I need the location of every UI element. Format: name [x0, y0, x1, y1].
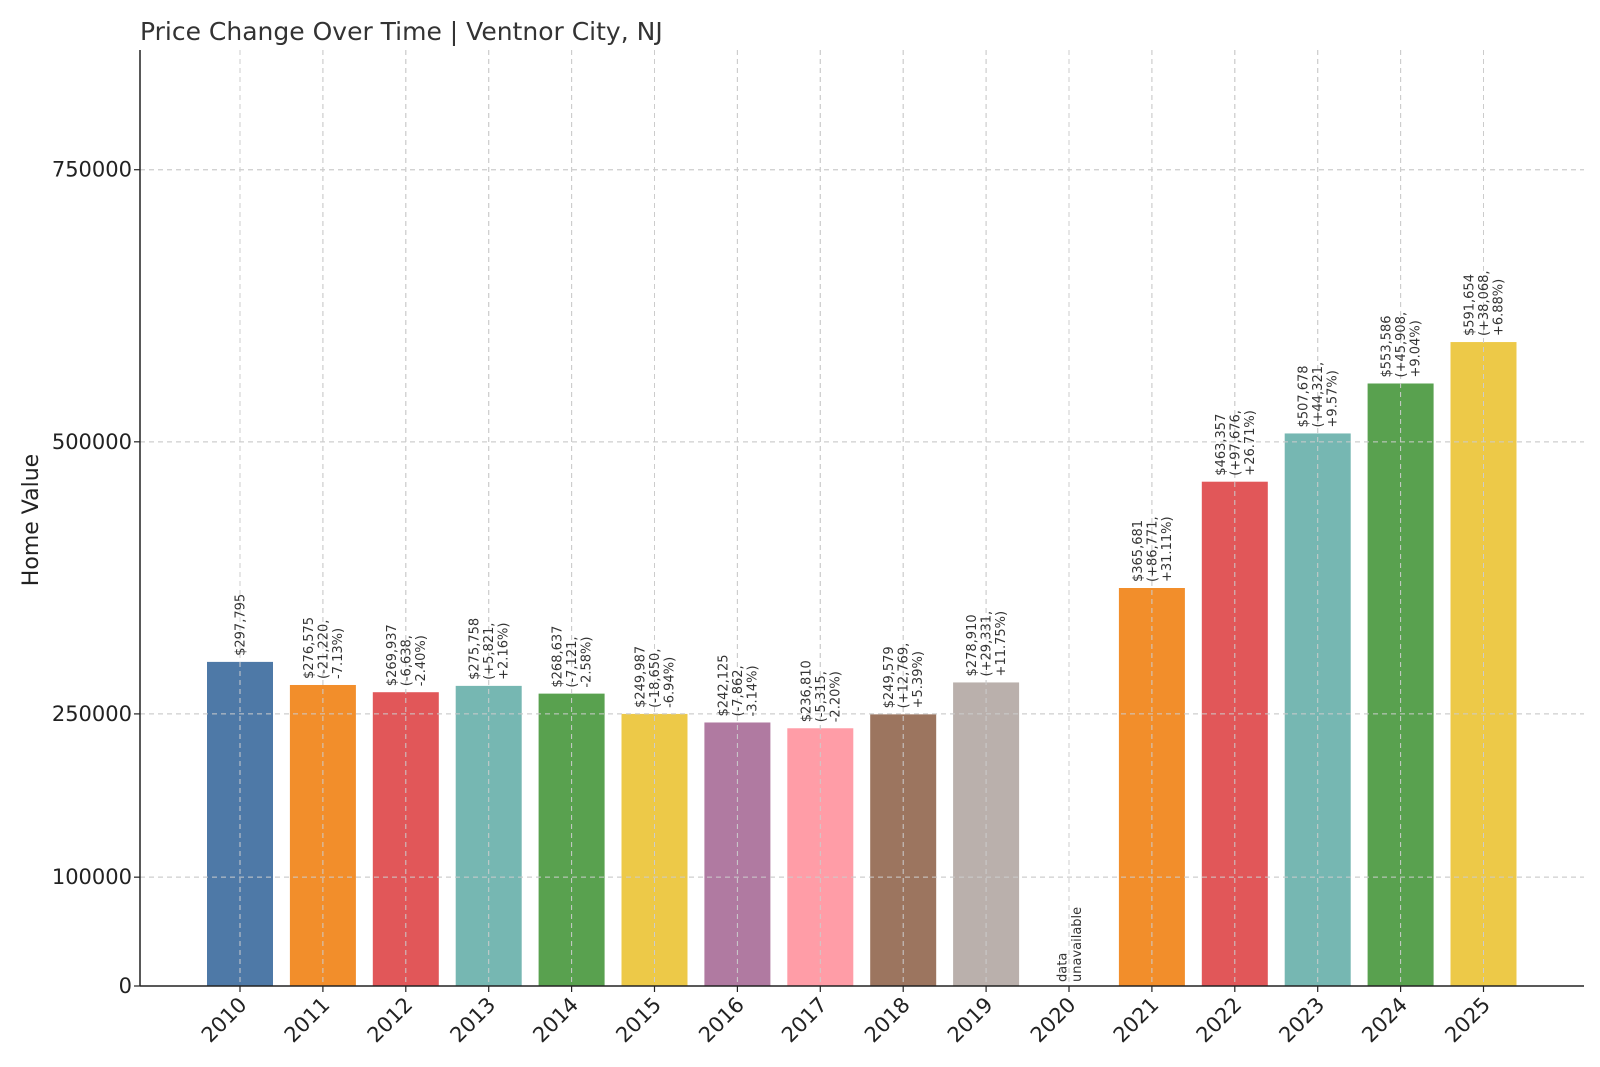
- bar-annotation-line: +2.16%): [497, 623, 512, 680]
- bar-annotation-line: $249,579: [882, 646, 897, 708]
- bar-annotation-line: +11.75%): [994, 611, 1009, 677]
- x-tick-label: 2016: [694, 993, 749, 1048]
- bar-annotation-2019: $278,910 (+29,331, +11.75%): [965, 611, 1009, 677]
- y-tick-label: 250000: [52, 702, 132, 726]
- bar-annotation-line: +9.57%): [1326, 370, 1341, 427]
- bar-annotation-line: (+5,821,: [482, 623, 497, 680]
- bar-annotation-line: $365,681: [1131, 520, 1146, 582]
- bar-annotation-line: $278,910: [965, 614, 980, 676]
- x-tick-label: 2022: [1192, 993, 1247, 1048]
- bars: [140, 50, 1584, 987]
- bar-annotation-line: -2.58%): [580, 637, 595, 688]
- y-tick-label: 0: [119, 974, 132, 998]
- x-tick-label: 2018: [860, 993, 915, 1048]
- bar-annotation-2024: $553,586 (+45,908, +9.04%): [1380, 312, 1424, 378]
- bar-annotation-line: -2.20%): [828, 671, 843, 722]
- bar-annotation-line: (+29,331,: [980, 611, 995, 677]
- bar-2015: [621, 713, 688, 986]
- axes: [134, 50, 1584, 992]
- bar-annotation-line: $275,758: [468, 618, 483, 680]
- x-tick-label: 2020: [1026, 993, 1081, 1048]
- bar-annotation-line: +26.71%): [1243, 410, 1258, 476]
- x-tick-label: 2017: [777, 993, 832, 1048]
- bar-annotation-line: (+12,769,: [897, 643, 912, 709]
- bar-annotation-line: (+45,908,: [1394, 312, 1409, 378]
- bar-annotation-line: $242,125: [716, 654, 731, 716]
- x-tick-label: 2011: [280, 993, 335, 1048]
- y-tick-label: 750000: [52, 158, 132, 182]
- x-tick-label: 2010: [197, 993, 252, 1048]
- bar-annotation-2011: $276,575 (-21,220, -7.13%): [302, 617, 346, 679]
- bar-annotation-line: (-7,862,: [731, 665, 746, 716]
- bar-annotation-line: $463,357: [1214, 414, 1229, 476]
- bar-2014: [538, 693, 605, 986]
- bar-annotation-line: $591,654: [1463, 274, 1478, 336]
- bar-2012: [372, 692, 439, 986]
- bar-annotation-line: (-7,121,: [565, 636, 580, 687]
- bar-annotation-line: +9.04%): [1409, 320, 1424, 377]
- bar-annotation-line: -7.13%): [331, 628, 346, 679]
- bar-2017: [787, 728, 854, 986]
- x-tick-label: 2021: [1109, 993, 1164, 1048]
- bar-annotation-2016: $242,125 (-7,862, -3.14%): [716, 654, 760, 716]
- bar-annotation-line: unavailable: [1070, 907, 1085, 982]
- bar-annotation-line: data: [1055, 953, 1070, 982]
- bar-annotation-line: $553,586: [1380, 315, 1395, 377]
- bar-annotation-line: $507,678: [1297, 365, 1312, 427]
- bar-annotation-line: (+86,771,: [1145, 516, 1160, 582]
- bar-annotation-2023: $507,678 (+44,321, +9.57%): [1297, 362, 1341, 428]
- y-tick-label: 100000: [52, 865, 132, 889]
- x-tick-label: 2013: [445, 993, 500, 1048]
- bar-annotation-line: (-5,315,: [814, 671, 829, 722]
- bar-annotation-2021: $365,681 (+86,771, +31.11%): [1131, 516, 1175, 582]
- bar-annotation-line: +31.11%): [1160, 516, 1175, 582]
- y-tick-label: 500000: [52, 430, 132, 454]
- bar-annotation-2018: $249,579 (+12,769, +5.39%): [882, 643, 926, 709]
- bar-annotations: $297,795 $276,575 (-21,220, -7.13%) $269,937…: [234, 270, 1507, 982]
- x-tick-label: 2014: [528, 993, 583, 1048]
- bar-2010: [207, 661, 273, 986]
- x-tick-label: 2012: [363, 993, 418, 1048]
- bar-annotation-line: (+44,321,: [1311, 362, 1326, 428]
- bar-annotation-line: (-18,650,: [648, 649, 663, 708]
- bar-annotation-line: -6.94%): [663, 657, 678, 708]
- bar-annotation-2020: data unavailable: [1055, 907, 1085, 982]
- bar-annotation-line: $236,810: [799, 660, 814, 722]
- x-tick-label: 2024: [1357, 993, 1412, 1048]
- bar-2018: [870, 714, 937, 986]
- y-axis-label: Home Value: [19, 454, 44, 586]
- bar-annotation-2014: $268,637 (-7,121, -2.58%): [551, 626, 595, 688]
- chart-title: Price Change Over Time | Ventnor City, N…: [140, 17, 663, 46]
- bar-annotation-line: -3.14%): [745, 665, 760, 716]
- bar-annotation-2012: $269,937 (-6,638, -2.40%): [385, 624, 429, 686]
- bar-annotation-line: (-21,220,: [316, 620, 331, 679]
- bar-annotation-line: (-6,638,: [399, 635, 414, 686]
- bar-annotation-2015: $249,987 (-18,650, -6.94%): [634, 646, 678, 708]
- bar-annotation-line: $269,937: [385, 624, 400, 686]
- bar-annotation-line: +6.88%): [1492, 279, 1507, 336]
- bar-annotation-line: $276,575: [302, 617, 317, 679]
- bar-annotation-line: -2.40%): [414, 635, 429, 686]
- bar-annotation-line: $249,987: [634, 646, 649, 708]
- x-tick-label: 2015: [611, 993, 666, 1048]
- bar-annotation-2025: $591,654 (+38,068, +6.88%): [1463, 270, 1507, 336]
- bar-annotation-2022: $463,357 (+97,676, +26.71%): [1214, 410, 1258, 476]
- bar-annotation-line: (+38,068,: [1477, 270, 1492, 336]
- bar-annotation-line: +5.39%): [911, 651, 926, 708]
- x-tick-label: 2019: [943, 993, 998, 1048]
- bar-annotation-line: $268,637: [551, 626, 566, 688]
- bar-annotation-line: $297,795: [234, 594, 249, 656]
- bar-annotation-2013: $275,758 (+5,821, +2.16%): [468, 618, 512, 680]
- gridlines: [140, 50, 1584, 986]
- x-tick-label: 2023: [1274, 993, 1329, 1048]
- bar-annotation-2017: $236,810 (-5,315, -2.20%): [799, 660, 843, 722]
- bar-annotation-line: (+97,676,: [1228, 410, 1243, 476]
- bar-annotation-2010: $297,795: [234, 594, 249, 656]
- x-tick-label: 2025: [1440, 993, 1495, 1048]
